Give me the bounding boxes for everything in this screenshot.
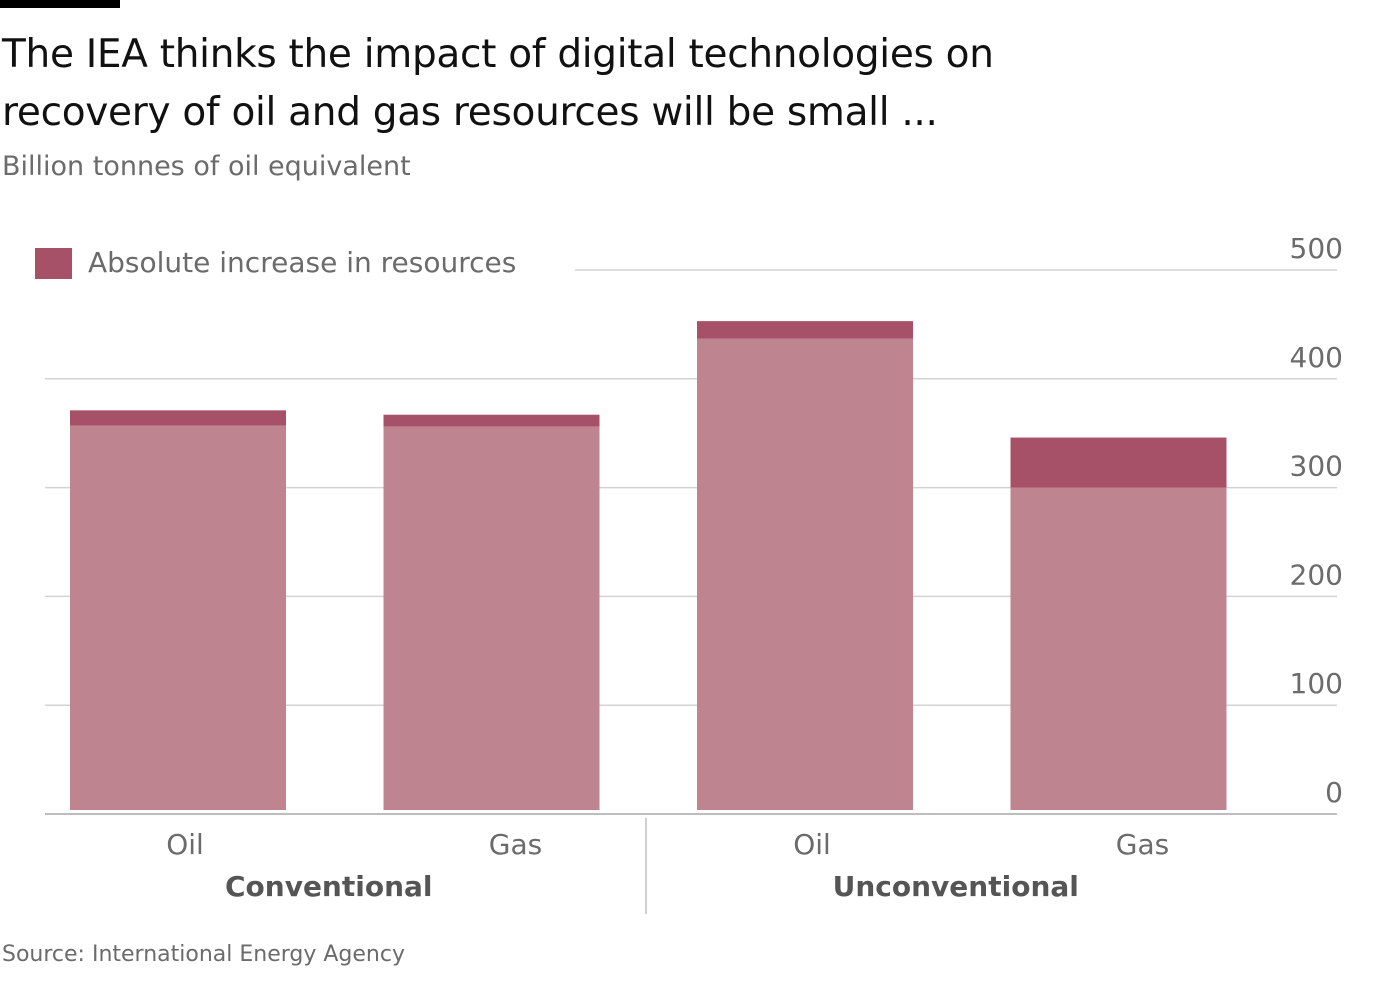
x-category-label: Gas — [1116, 828, 1169, 861]
bar-base-3 — [1010, 487, 1227, 810]
legend-swatch-increase — [35, 248, 72, 279]
x-group-label: Unconventional — [833, 870, 1079, 903]
bar-increase-2 — [697, 321, 913, 339]
x-axis-labels: Oil Gas Oil Gas Conventional Unconventional — [166, 818, 1169, 914]
bar-base-1 — [383, 426, 600, 810]
x-category-label: Oil — [793, 828, 831, 861]
bar-increase-3 — [1010, 437, 1227, 488]
y-tick-label: 200 — [1290, 558, 1343, 591]
y-axis-ticks: 0 100 200 300 400 500 — [1290, 232, 1343, 809]
bar-base-0 — [70, 425, 286, 810]
top-rule — [0, 0, 120, 8]
bar-increase-0 — [70, 410, 286, 426]
x-group-label: Conventional — [225, 870, 433, 903]
y-tick-label: 500 — [1290, 232, 1343, 265]
chart-subtitle: Billion tonnes of oil equivalent — [2, 151, 411, 182]
chart-title: The IEA thinks the impact of digital tec… — [2, 32, 994, 135]
legend: Absolute increase in resources — [35, 246, 516, 279]
y-tick-label: 0 — [1325, 776, 1343, 809]
bars — [70, 321, 1227, 810]
y-tick-label: 300 — [1290, 450, 1343, 483]
bar-increase-1 — [383, 414, 600, 427]
source-note: Source: International Energy Agency — [2, 942, 405, 967]
x-category-label: Gas — [489, 828, 542, 861]
bar-base-2 — [697, 338, 913, 810]
y-tick-label: 100 — [1290, 667, 1343, 700]
x-category-label: Oil — [166, 828, 204, 861]
y-tick-label: 400 — [1290, 341, 1343, 374]
legend-label-increase: Absolute increase in resources — [88, 246, 516, 279]
